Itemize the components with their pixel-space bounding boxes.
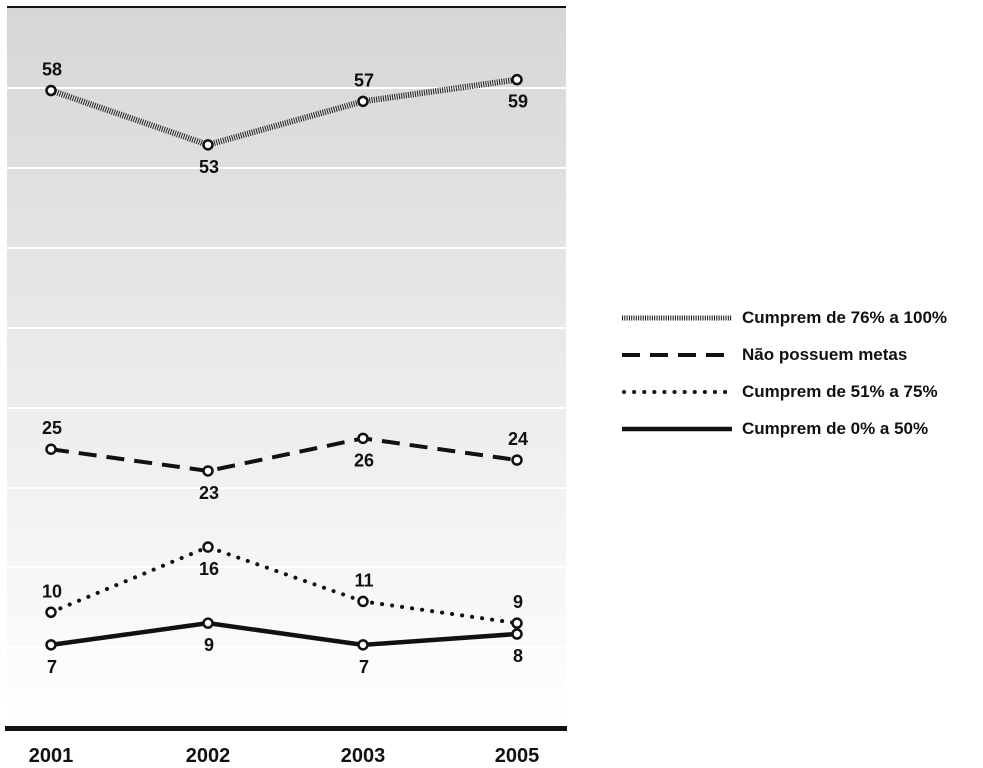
x-tick-label: 2005 [495,745,540,767]
x-tick-label: 2002 [186,745,231,767]
data-point [45,443,57,455]
series-dotted [45,541,523,629]
data-point [357,95,369,108]
x-tick-labels: 2001 2002 2003 2005 [29,745,540,767]
data-point [511,628,523,640]
series-line [50,76,518,148]
data-label: 7 [359,657,369,677]
legend-swatch-dotted [622,389,732,394]
legend-item: Cumprem de 51% a 75% [622,376,947,407]
data-point [202,617,214,629]
data-point [357,432,369,445]
data-label: 25 [42,418,62,438]
data-labels: 58 53 57 59 25 23 26 24 10 16 11 9 7 9 7 8 [42,60,528,677]
legend-label: Não possuem metas [742,344,908,364]
series-line [50,620,518,648]
series-line [49,545,519,626]
legend-swatch-solid [622,426,732,431]
data-label: 9 [513,592,523,612]
legend-item: Cumprem de 0% a 50% [622,413,947,444]
data-point [45,639,57,651]
data-label: 9 [204,635,214,655]
data-point [511,454,523,466]
legend-item: Não possuem metas [622,339,947,370]
legend: Cumprem de 76% a 100% Não possuem metas … [622,302,947,450]
data-point [202,139,214,151]
legend-swatch-hatched [622,315,732,320]
x-tick-label: 2003 [341,745,386,767]
data-label: 26 [354,450,374,470]
series-hatched [45,73,523,151]
data-label: 58 [42,60,62,80]
data-point [45,84,57,97]
x-tick-label: 2001 [29,745,74,767]
legend-label: Cumprem de 0% a 50% [742,418,929,438]
legend-item: Cumprem de 76% a 100% [622,302,947,333]
legend-label: Cumprem de 76% a 100% [742,307,948,327]
data-label: 24 [508,429,528,449]
data-point [511,73,523,86]
data-label: 57 [354,70,374,90]
legend-swatch-dashed [622,352,732,357]
data-point [202,541,214,553]
legend-label: Cumprem de 51% a 75% [742,381,938,401]
data-point [45,606,57,619]
data-label: 23 [199,483,219,503]
plot-background [7,7,566,728]
data-label: 7 [47,657,57,677]
series-line [50,436,518,473]
data-point [511,617,523,629]
data-point [357,639,369,651]
data-point [357,595,369,608]
data-point [202,465,214,477]
data-label: 16 [199,559,219,579]
series-dashed [45,432,523,477]
data-label: 53 [199,157,219,177]
series-layer [45,73,523,651]
data-label: 8 [513,646,523,666]
series-solid [45,617,523,651]
data-label: 11 [354,570,373,590]
data-label: 59 [508,92,528,112]
gridlines [7,87,566,648]
data-label: 10 [42,581,62,601]
